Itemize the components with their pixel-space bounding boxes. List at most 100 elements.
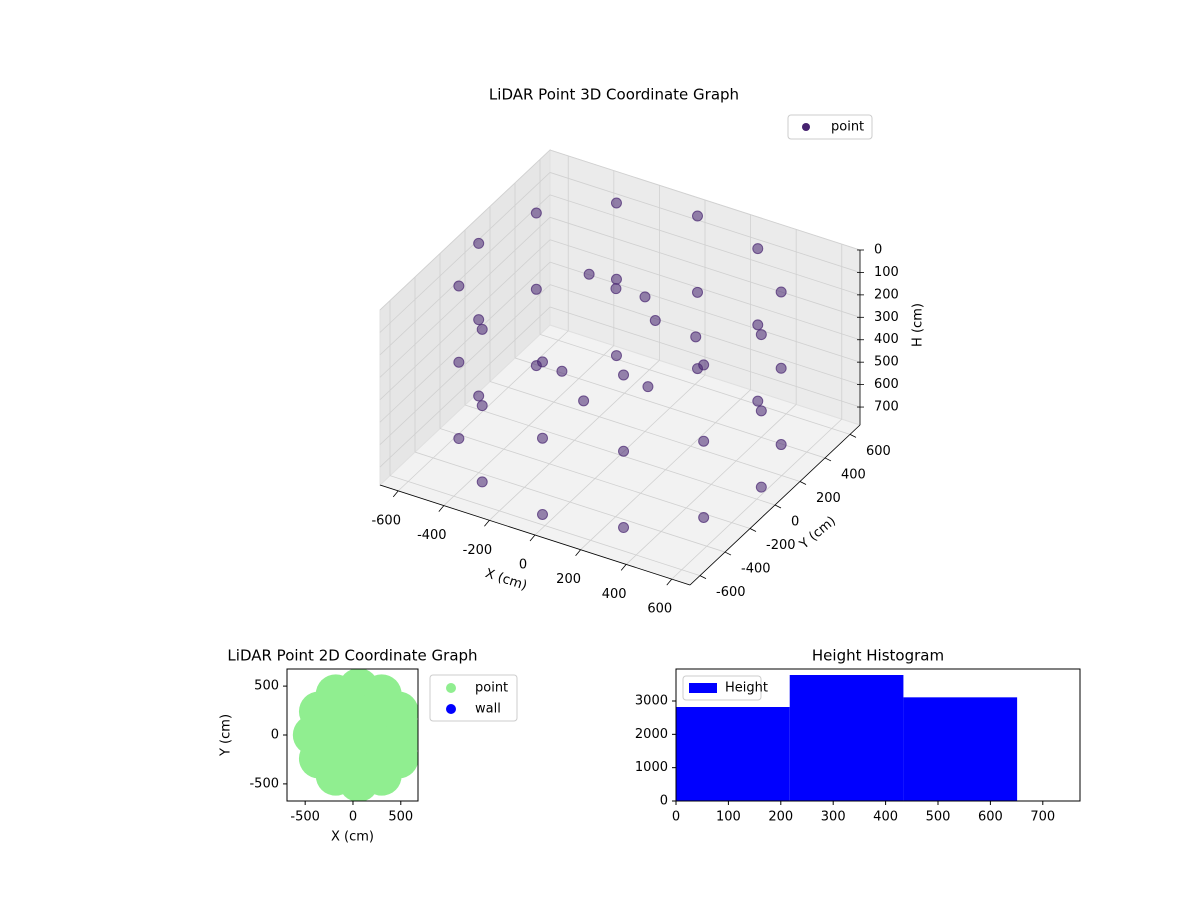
x-tick-label: 600 bbox=[647, 602, 672, 617]
point bbox=[610, 350, 622, 362]
point bbox=[473, 390, 485, 402]
z-tick-label: 100 bbox=[874, 265, 899, 280]
grid-line bbox=[379, 172, 551, 333]
point bbox=[642, 381, 654, 393]
y-tick-label: 3000 bbox=[635, 694, 668, 709]
point bbox=[618, 369, 630, 381]
grid-line bbox=[549, 149, 861, 251]
y-tick-label: 0 bbox=[271, 728, 279, 743]
point bbox=[453, 280, 465, 292]
point bbox=[692, 210, 703, 222]
x-tick-label: -500 bbox=[290, 810, 320, 825]
legend-box bbox=[682, 675, 762, 701]
legend-label: Height bbox=[725, 681, 768, 696]
point bbox=[618, 522, 630, 534]
grid-line bbox=[549, 194, 861, 296]
y-tick-label: 0 bbox=[791, 515, 799, 530]
x-tick-label: 400 bbox=[873, 810, 898, 825]
z-axis-label: H (cm) bbox=[911, 303, 926, 347]
point bbox=[476, 323, 488, 335]
point bbox=[690, 331, 702, 343]
legend-label: wall bbox=[475, 702, 501, 717]
grid-line bbox=[414, 451, 726, 553]
z-tick-label: 0 bbox=[874, 243, 882, 258]
point bbox=[453, 356, 465, 368]
point bbox=[649, 314, 661, 326]
x-tick-label: 100 bbox=[716, 810, 741, 825]
point bbox=[618, 445, 630, 457]
point bbox=[473, 237, 485, 249]
x-axis-label: X (cm) bbox=[331, 830, 374, 845]
x-tick-label: 500 bbox=[388, 810, 413, 825]
point bbox=[755, 405, 767, 417]
plot-area bbox=[676, 675, 1018, 801]
point bbox=[692, 286, 703, 298]
point bbox=[537, 508, 548, 520]
x-tick bbox=[620, 564, 627, 571]
x-tick-label: 200 bbox=[556, 572, 581, 587]
grid-line bbox=[379, 217, 551, 378]
x-tick-label: 600 bbox=[978, 810, 1003, 825]
point bbox=[775, 439, 787, 451]
point bbox=[775, 362, 787, 374]
grid-line bbox=[549, 239, 861, 341]
point bbox=[692, 363, 703, 375]
x-tick-label: 0 bbox=[672, 810, 680, 825]
x-tick-label: -400 bbox=[417, 528, 447, 543]
x-tick-label: 300 bbox=[821, 810, 846, 825]
grid-line bbox=[379, 239, 551, 401]
point bbox=[639, 291, 651, 303]
x-tick bbox=[575, 549, 581, 556]
y-tick bbox=[774, 504, 782, 509]
y-tick-label: -600 bbox=[716, 585, 746, 600]
axes-frame bbox=[675, 668, 1081, 802]
x-tick bbox=[392, 490, 399, 498]
y-tick-label: 0 bbox=[660, 794, 668, 809]
point bbox=[578, 395, 590, 407]
z-tick-label: 200 bbox=[874, 287, 899, 302]
point bbox=[775, 286, 787, 298]
bar bbox=[789, 675, 904, 801]
grid-line bbox=[439, 428, 751, 529]
point bbox=[556, 365, 568, 377]
point bbox=[583, 268, 595, 280]
x-tick-label: 200 bbox=[768, 810, 793, 825]
x-tick-label: -600 bbox=[371, 513, 401, 528]
x-tick-label: 700 bbox=[1030, 810, 1055, 825]
bar bbox=[676, 707, 790, 801]
point bbox=[752, 319, 764, 331]
point bbox=[476, 476, 488, 488]
y-tick-label: -500 bbox=[249, 776, 279, 791]
point bbox=[610, 197, 622, 209]
x-tick-label: 0 bbox=[519, 558, 527, 573]
plot-area bbox=[292, 669, 418, 801]
point bbox=[755, 481, 767, 493]
grid-line bbox=[549, 172, 861, 273]
point bbox=[610, 283, 622, 295]
chart-title: LiDAR Point 3D Coordinate Graph bbox=[489, 86, 739, 104]
y-tick bbox=[699, 575, 707, 579]
point bbox=[453, 433, 465, 445]
bar bbox=[903, 697, 1018, 801]
y-axis-label: Y (cm) bbox=[219, 714, 234, 757]
point bbox=[476, 400, 488, 412]
y-tick-label: -400 bbox=[741, 562, 771, 577]
grid-line bbox=[539, 334, 851, 435]
y-tick-label: 600 bbox=[866, 444, 891, 459]
legend-label: point bbox=[475, 681, 508, 696]
x-tick-label: 500 bbox=[926, 810, 951, 825]
y-tick-label: 1000 bbox=[635, 760, 668, 775]
legend-patch bbox=[689, 683, 717, 693]
z-tick-label: 500 bbox=[874, 355, 899, 370]
grid-line bbox=[549, 216, 861, 318]
legend-label: point bbox=[831, 120, 864, 135]
y-tick-label: 400 bbox=[841, 467, 866, 482]
y-tick bbox=[749, 528, 757, 532]
point bbox=[530, 360, 542, 372]
y-tick bbox=[724, 551, 732, 556]
y-tick bbox=[849, 434, 857, 438]
point bbox=[530, 207, 542, 219]
chart-title: LiDAR Point 2D Coordinate Graph bbox=[227, 647, 477, 665]
grid-line bbox=[549, 261, 861, 363]
